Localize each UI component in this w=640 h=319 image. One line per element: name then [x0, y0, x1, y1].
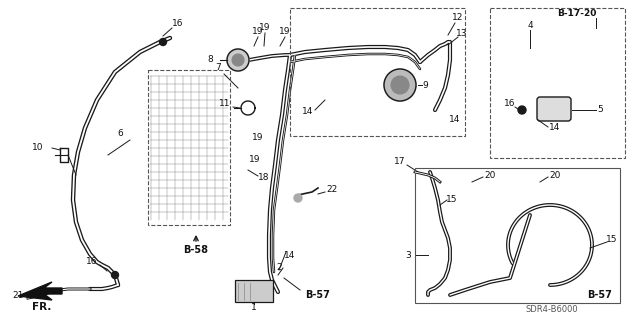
Text: 10: 10 [32, 144, 44, 152]
Text: 15: 15 [606, 235, 618, 244]
Text: 19: 19 [252, 133, 264, 143]
Text: 19: 19 [279, 27, 291, 36]
Text: 20: 20 [549, 170, 561, 180]
Circle shape [384, 69, 416, 101]
Text: 7: 7 [215, 63, 221, 72]
Bar [235, 280, 273, 302]
Text: 16: 16 [172, 19, 184, 28]
Text: 8: 8 [207, 56, 213, 64]
Text: 16: 16 [504, 100, 516, 108]
Bar [415, 168, 620, 303]
Text: 6: 6 [117, 129, 123, 137]
Text: 15: 15 [446, 196, 458, 204]
Text: 12: 12 [452, 13, 464, 23]
Text: B-57: B-57 [588, 290, 612, 300]
Text: SDR4-B6000: SDR4-B6000 [525, 306, 579, 315]
Bar [148, 70, 230, 225]
Circle shape [232, 54, 244, 66]
Text: 18: 18 [259, 174, 269, 182]
Circle shape [159, 39, 166, 46]
Text: 4: 4 [527, 20, 533, 29]
Text: 14: 14 [284, 250, 296, 259]
Text: 22: 22 [326, 186, 338, 195]
Bar [490, 8, 625, 158]
Circle shape [111, 271, 118, 278]
Text: 3: 3 [405, 250, 411, 259]
Text: B-58: B-58 [184, 245, 209, 255]
Bar [290, 8, 465, 136]
Text: 19: 19 [259, 24, 271, 33]
Text: 2: 2 [276, 263, 282, 272]
Text: 21: 21 [12, 291, 24, 300]
Polygon shape [18, 282, 62, 300]
Text: 5: 5 [597, 106, 603, 115]
Text: 13: 13 [456, 28, 468, 38]
Text: 17: 17 [394, 158, 406, 167]
Text: 19: 19 [252, 27, 264, 36]
Text: 1: 1 [251, 303, 257, 313]
Text: 16: 16 [86, 256, 97, 265]
Text: 14: 14 [302, 108, 314, 116]
Circle shape [391, 76, 409, 94]
FancyBboxPatch shape [537, 97, 571, 121]
Text: 20: 20 [484, 170, 496, 180]
Text: B-17-20: B-17-20 [557, 10, 596, 19]
Text: FR.: FR. [32, 302, 52, 312]
Text: 19: 19 [249, 155, 260, 165]
Text: 14: 14 [449, 115, 461, 124]
Text: 11: 11 [220, 100, 231, 108]
Circle shape [227, 49, 249, 71]
Text: 14: 14 [549, 123, 561, 132]
Text: 9: 9 [422, 80, 428, 90]
Text: B-57: B-57 [305, 290, 330, 300]
Circle shape [518, 106, 526, 114]
Circle shape [294, 194, 302, 202]
